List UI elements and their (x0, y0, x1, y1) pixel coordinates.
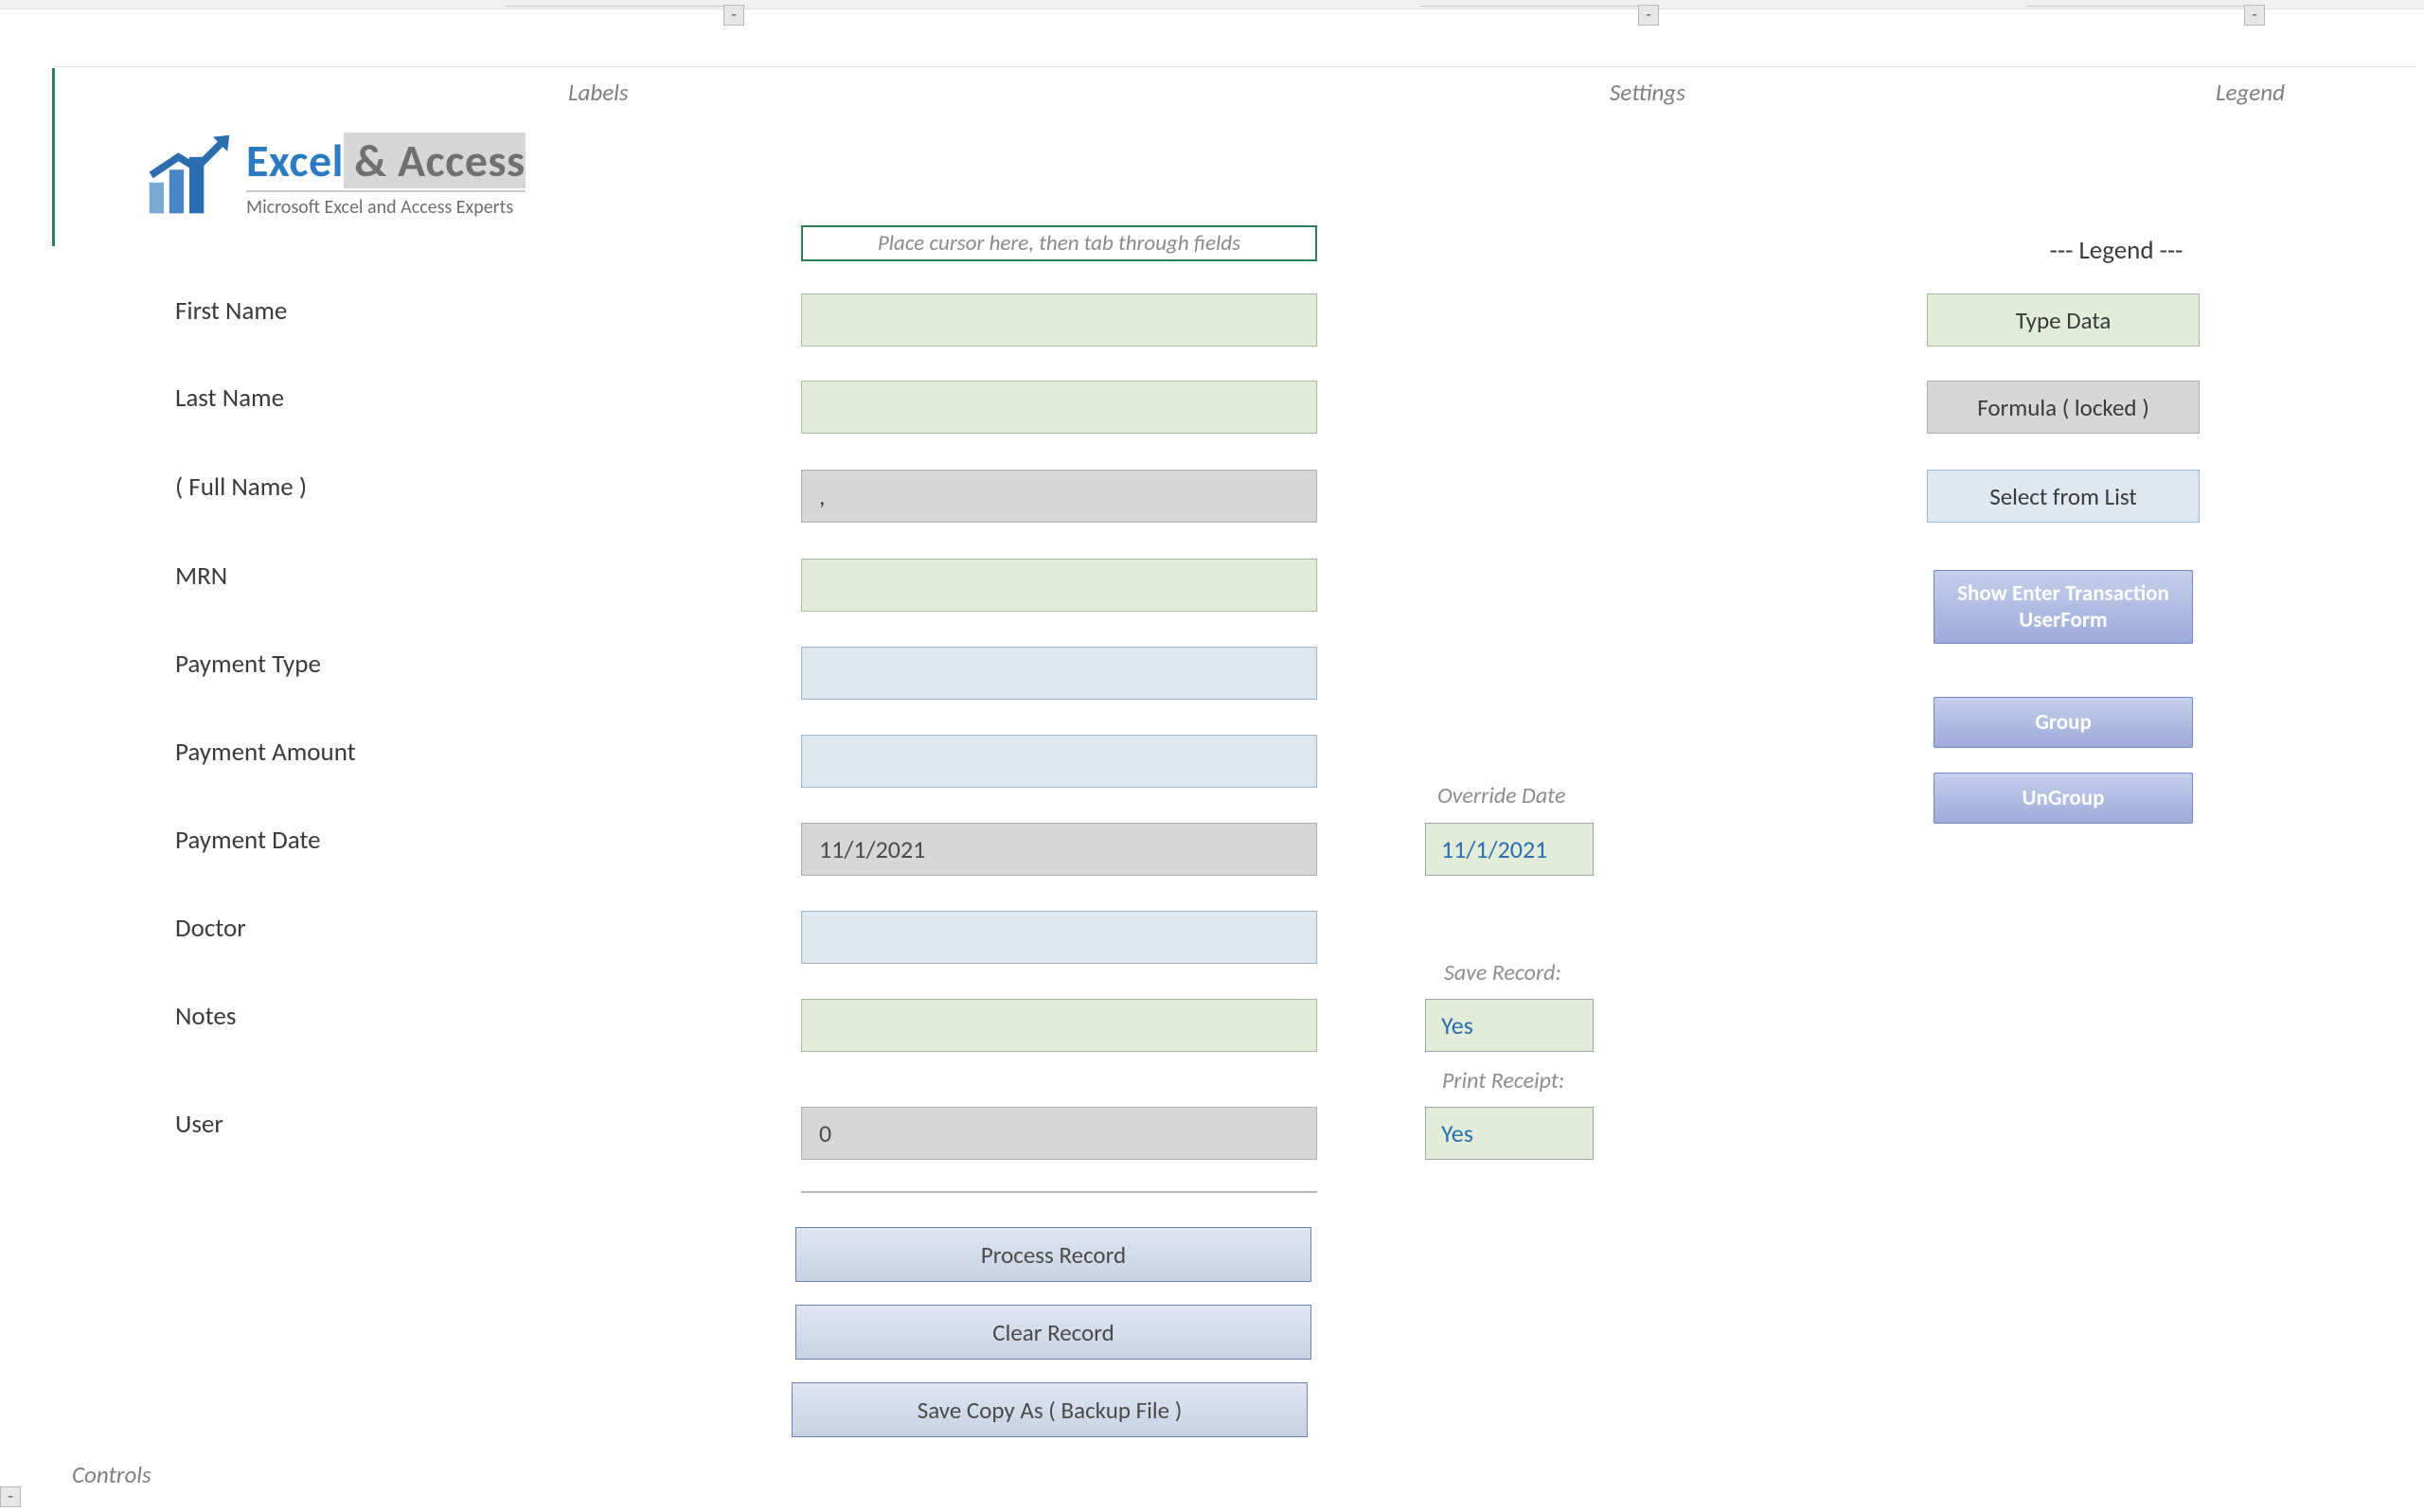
collapse-handle-labels: - (506, 6, 742, 9)
collapse-button-legend[interactable]: - (2244, 5, 2265, 26)
group-button[interactable]: Group (1934, 697, 2193, 748)
logo-icon (142, 130, 233, 221)
input-mrn[interactable] (801, 559, 1317, 612)
label-payment-type: Payment Type (175, 649, 488, 680)
input-first-name[interactable] (801, 294, 1317, 347)
label-notes: Notes (175, 1001, 488, 1032)
collapse-handle-settings: - (1420, 6, 1657, 9)
section-label-controls: Controls (72, 1460, 152, 1489)
label-mrn: MRN (175, 560, 488, 592)
label-override-date: Override Date (1437, 782, 1565, 809)
collapse-button-settings[interactable]: - (1638, 5, 1659, 26)
label-save-record: Save Record: (1444, 959, 1561, 987)
input-notes[interactable] (801, 999, 1317, 1052)
save-backup-button[interactable]: Save Copy As ( Backup File ) (792, 1382, 1308, 1437)
form-divider (801, 1191, 1317, 1193)
input-override-date[interactable]: 11/1/2021 (1425, 823, 1594, 876)
select-doctor[interactable] (801, 911, 1317, 964)
logo-subtitle: Microsoft Excel and Access Experts (246, 190, 526, 219)
label-payment-amount: Payment Amount (175, 737, 488, 768)
label-doctor: Doctor (175, 913, 488, 944)
collapse-handle-legend: - (2026, 6, 2263, 9)
instruction-cell[interactable]: Place cursor here, then tab through fiel… (801, 225, 1317, 261)
legend-select-list: Select from List (1927, 470, 2200, 523)
select-save-record[interactable]: Yes (1425, 999, 1594, 1052)
label-payment-date: Payment Date (175, 825, 488, 856)
logo-title: Excel & Access (246, 133, 526, 188)
ungroup-button[interactable]: UnGroup (1934, 773, 2193, 824)
label-print-receipt: Print Receipt: (1442, 1067, 1564, 1094)
show-userform-button[interactable]: Show Enter Transaction UserForm (1934, 570, 2193, 644)
select-print-receipt[interactable]: Yes (1425, 1107, 1594, 1160)
label-first-name: First Name (175, 295, 488, 327)
process-record-button[interactable]: Process Record (795, 1227, 1311, 1282)
input-last-name[interactable] (801, 381, 1317, 434)
label-last-name: Last Name (175, 382, 488, 414)
legend-type-data: Type Data (1927, 294, 2200, 347)
legend-formula-locked: Formula ( locked ) (1927, 381, 2200, 434)
select-payment-amount[interactable] (801, 735, 1317, 788)
legend-title: --- Legend --- (1974, 235, 2258, 266)
collapse-button-labels[interactable]: - (723, 5, 744, 26)
output-payment-date: 11/1/2021 (801, 823, 1317, 876)
output-full-name: , (801, 470, 1317, 523)
collapse-button-controls[interactable]: - (0, 1486, 21, 1507)
select-payment-type[interactable] (801, 647, 1317, 700)
output-user: 0 (801, 1107, 1317, 1160)
selection-indicator (52, 68, 55, 246)
clear-record-button[interactable]: Clear Record (795, 1305, 1311, 1360)
label-full-name: ( Full Name ) (175, 471, 488, 503)
logo: Excel & Access Microsoft Excel and Acces… (142, 123, 615, 227)
label-user: User (175, 1109, 488, 1140)
